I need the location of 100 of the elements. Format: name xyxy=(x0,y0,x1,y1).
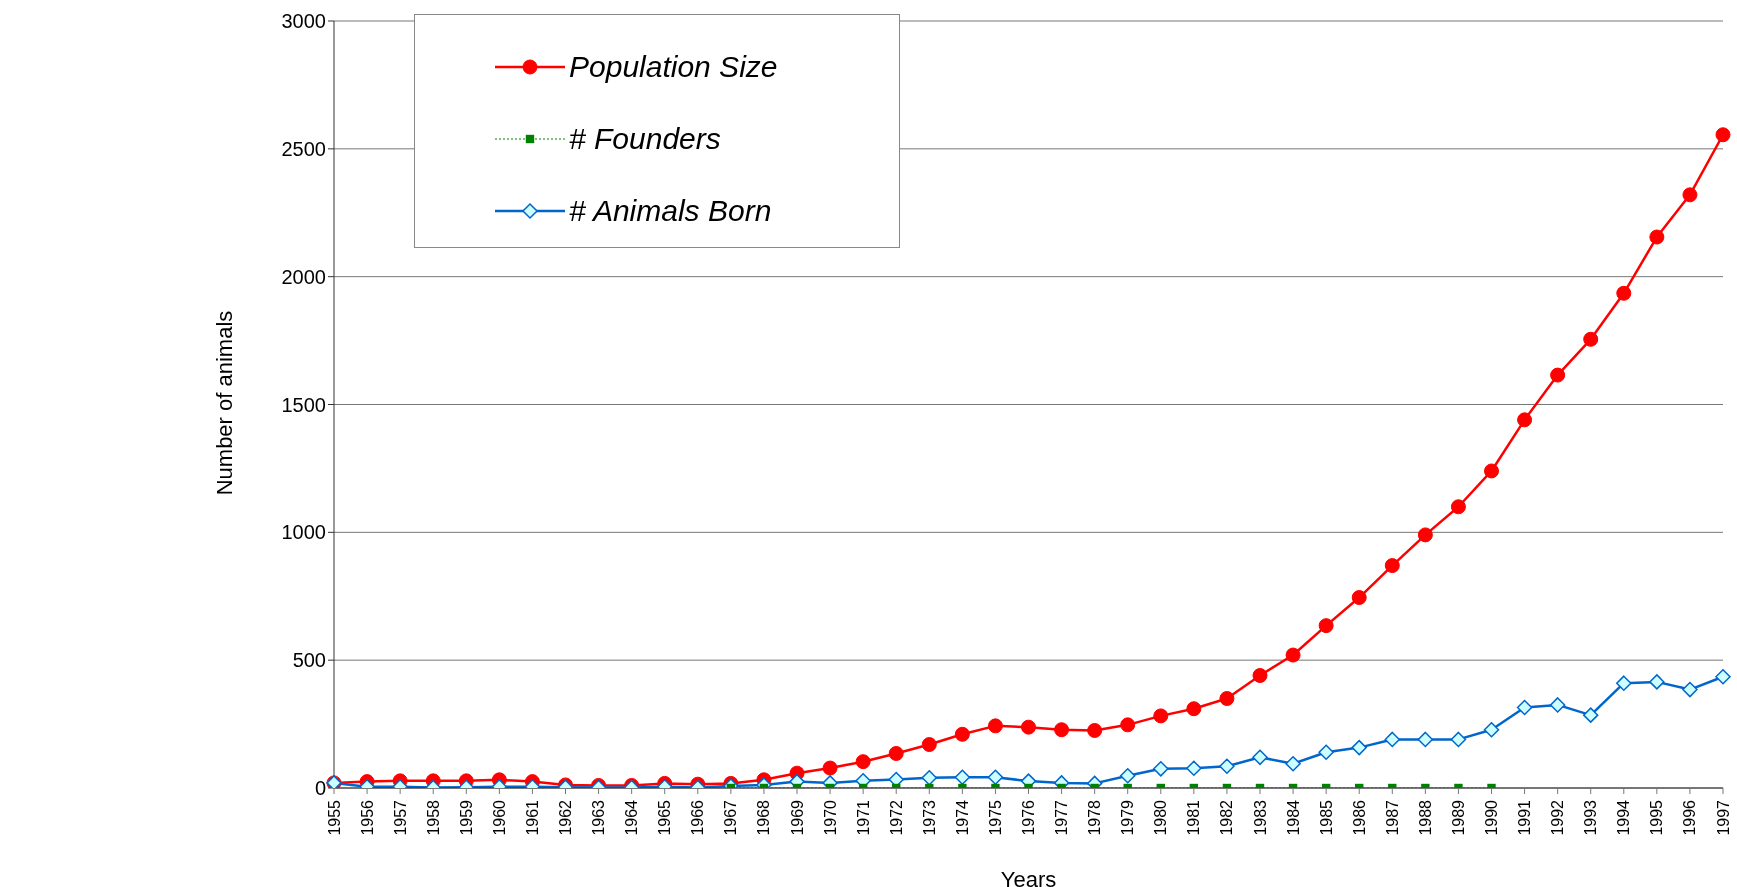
x-tick-label: 1977 xyxy=(1053,799,1071,836)
y-tick-label: 1000 xyxy=(281,521,326,544)
point xyxy=(1119,767,1136,784)
point xyxy=(1516,699,1533,716)
y-tick-label: 500 xyxy=(292,649,326,672)
point xyxy=(954,769,971,786)
point xyxy=(1318,744,1334,760)
x-tick-label: 1991 xyxy=(1516,799,1534,836)
point xyxy=(1021,719,1036,735)
x-tick-label: 1997 xyxy=(1714,799,1732,836)
y-axis-title: Number of animals xyxy=(212,310,238,496)
point xyxy=(855,754,871,770)
point xyxy=(1351,590,1367,606)
x-tick-label: 1965 xyxy=(656,799,674,836)
x-tick-label: 1970 xyxy=(821,799,839,836)
point xyxy=(888,745,904,761)
x-tick-label: 1961 xyxy=(523,799,541,836)
point xyxy=(1649,229,1665,245)
x-tick-label: 1996 xyxy=(1681,799,1699,836)
point xyxy=(1318,618,1334,634)
point xyxy=(987,769,1004,786)
point xyxy=(1550,367,1566,383)
point xyxy=(1087,722,1103,738)
point xyxy=(1682,681,1698,698)
x-tick-label: 1988 xyxy=(1416,799,1434,836)
y-tick-label: 3000 xyxy=(281,10,326,33)
point xyxy=(1517,412,1533,428)
point xyxy=(1186,760,1202,777)
point xyxy=(1219,758,1235,775)
x-tick-label: 1967 xyxy=(722,799,740,836)
x-tick-label: 1964 xyxy=(623,799,641,836)
point xyxy=(1484,463,1499,479)
point xyxy=(1715,669,1731,685)
x-tick-label: 1959 xyxy=(457,799,475,836)
x-tick-label: 1962 xyxy=(557,799,574,836)
legend-label: Population Size xyxy=(569,50,778,84)
x-tick-label: 1975 xyxy=(986,799,1004,836)
y-tick-label: 1500 xyxy=(281,393,326,416)
point xyxy=(1682,187,1698,203)
point xyxy=(1285,647,1301,663)
x-tick-label: 1995 xyxy=(1648,799,1666,836)
point xyxy=(1351,739,1367,756)
point xyxy=(1153,761,1169,777)
x-tick-label: 1969 xyxy=(788,799,806,836)
point xyxy=(1616,675,1632,691)
point xyxy=(921,737,937,753)
point xyxy=(1054,722,1070,738)
x-tick-label: 1985 xyxy=(1317,799,1335,836)
legend-label: # Animals Born xyxy=(569,194,772,228)
point xyxy=(1285,755,1301,772)
x-tick-label: 1980 xyxy=(1152,799,1170,836)
x-tick-label: 1979 xyxy=(1119,799,1137,836)
y-tick-label: 2000 xyxy=(281,265,326,288)
point xyxy=(1120,717,1136,733)
y-tick-label: 2500 xyxy=(281,137,326,160)
point xyxy=(1252,749,1268,766)
x-tick-label: 1974 xyxy=(953,799,971,836)
x-tick-label: 1966 xyxy=(689,799,707,836)
point xyxy=(1549,697,1566,713)
x-tick-label: 1968 xyxy=(755,799,773,836)
x-tick-label: 1978 xyxy=(1086,799,1104,836)
point xyxy=(1450,499,1466,515)
legend-label: # Founders xyxy=(569,122,721,156)
x-tick-label: 1982 xyxy=(1218,799,1236,836)
x-tick-label: 1957 xyxy=(391,799,409,836)
point xyxy=(1252,668,1268,684)
point xyxy=(1417,731,1434,748)
x-tick-label: 1983 xyxy=(1251,799,1269,836)
x-tick-label: 1958 xyxy=(424,799,442,836)
x-tick-label: 1956 xyxy=(358,799,376,836)
x-tick-label: 1993 xyxy=(1582,799,1600,836)
x-tick-label: 1992 xyxy=(1549,799,1567,836)
point xyxy=(1417,527,1433,543)
x-tick-label: 1972 xyxy=(887,799,905,836)
x-tick-label: 1990 xyxy=(1483,799,1500,836)
x-tick-label: 1976 xyxy=(1020,799,1037,836)
point xyxy=(1715,127,1731,143)
point xyxy=(1582,707,1599,723)
x-tick-label: 1986 xyxy=(1350,799,1368,836)
point xyxy=(1483,721,1500,738)
x-tick-label: 1989 xyxy=(1449,799,1467,836)
x-tick-label: 1984 xyxy=(1284,799,1302,836)
x-tick-label: 1971 xyxy=(854,799,872,836)
point xyxy=(1384,558,1400,574)
x-tick-label: 1955 xyxy=(325,799,343,836)
point xyxy=(1616,285,1632,301)
y-tick-label: 0 xyxy=(314,777,326,800)
x-tick-label: 1960 xyxy=(490,799,508,836)
x-tick-label: 1994 xyxy=(1615,799,1633,836)
point xyxy=(1649,674,1665,690)
point xyxy=(1186,701,1202,717)
x-tick-label: 1973 xyxy=(920,799,938,836)
x-axis-title: Years xyxy=(1000,867,1057,887)
x-tick-label: 1987 xyxy=(1383,799,1401,836)
point xyxy=(1583,331,1599,347)
x-tick-label: 1963 xyxy=(590,799,608,836)
point xyxy=(1219,691,1235,707)
point xyxy=(1153,708,1169,724)
point xyxy=(1450,731,1467,748)
point xyxy=(1384,731,1401,748)
